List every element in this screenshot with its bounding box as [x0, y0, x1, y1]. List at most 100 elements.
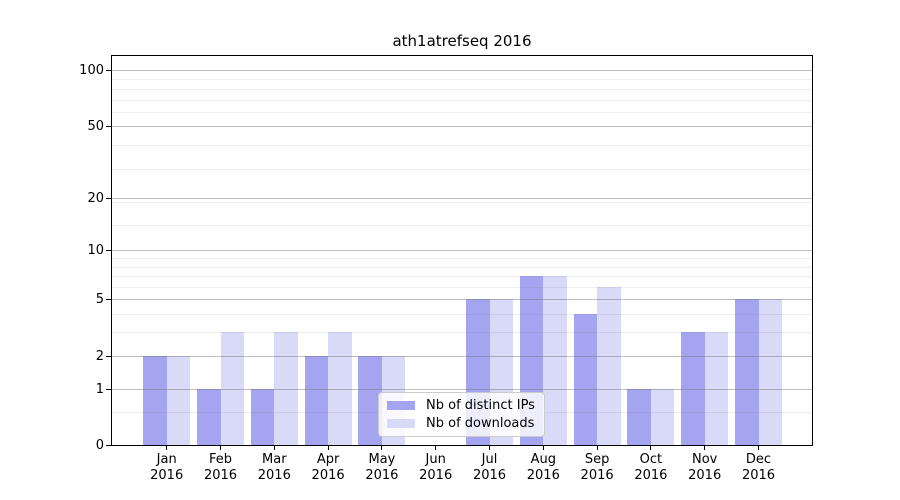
x-tick-month: Jun [425, 452, 446, 467]
gridline-minor [112, 79, 812, 81]
x-tick-label-nov: Nov 2016 [677, 452, 733, 485]
x-tick-mark [704, 445, 706, 450]
x-tick-mark [273, 445, 275, 450]
bar-apr-s0 [304, 355, 329, 445]
x-tick-year: 2016 [365, 468, 399, 484]
plot-area: Nb of distinct IPs Nb of downloads [111, 55, 813, 446]
x-tick-label-dec: Dec 2016 [731, 452, 787, 485]
bar-dec-s0 [735, 299, 759, 445]
bar-oct-s0 [627, 388, 651, 445]
x-tick-mark [596, 445, 598, 450]
y-tick-mark [106, 70, 111, 71]
legend: Nb of distinct IPs Nb of downloads [378, 392, 545, 437]
y-tick-label-2: 2 [95, 348, 104, 364]
bar-oct-s1 [650, 388, 675, 445]
x-tick-month: Feb [208, 452, 233, 467]
gridline-major-2 [112, 355, 812, 357]
x-tick-mark [758, 445, 759, 450]
x-tick-year: 2016 [634, 468, 668, 484]
x-tick-label-jun: Jun 2016 [408, 452, 464, 485]
y-tick-mark [106, 197, 111, 199]
y-tick-label-10: 10 [87, 243, 104, 259]
gridline-minor [112, 201, 812, 203]
gridline-major-10 [112, 250, 812, 252]
x-tick-mark [381, 445, 383, 450]
x-tick-label-may: May 2016 [354, 452, 410, 485]
bar-nov-s0 [681, 332, 705, 445]
legend-swatch-downloads [387, 419, 415, 428]
x-tick-month: Mar [262, 452, 287, 467]
gridline-minor [112, 276, 812, 277]
bar-dec-s1 [758, 299, 782, 445]
x-tick-label-oct: Oct 2016 [623, 452, 679, 485]
x-tick-year: 2016 [472, 468, 507, 484]
gridline-minor [112, 88, 812, 90]
y-tick-label-5: 5 [95, 292, 104, 308]
y-tick-mark [106, 299, 111, 301]
x-tick-year: 2016 [257, 468, 291, 484]
x-tick-mark [220, 445, 221, 450]
gridline-minor [112, 286, 812, 288]
y-tick-mark [106, 388, 111, 390]
gridline-major-100 [112, 70, 812, 71]
bar-nov-s1 [704, 332, 729, 445]
legend-swatch-distinct-ips [387, 401, 415, 410]
legend-label-downloads: Nb of downloads [426, 416, 535, 431]
bar-sep-s0 [573, 314, 598, 445]
legend-item-distinct-ips: Nb of distinct IPs [387, 399, 544, 412]
x-tick-month: Apr [316, 452, 340, 467]
gridline-minor [112, 257, 812, 259]
bar-may-s0 [358, 355, 382, 445]
gridline-major-50 [112, 125, 812, 127]
x-tick-mark [166, 445, 168, 450]
y-tick-label-20: 20 [87, 190, 104, 206]
x-tick-month: Jul [481, 452, 498, 467]
y-tick-label-1: 1 [95, 381, 104, 397]
gridline-minor [112, 99, 812, 101]
bar-feb-s0 [197, 388, 221, 445]
y-tick-mark [106, 125, 111, 127]
gridline-minor [112, 332, 812, 334]
y-tick-label-100: 100 [79, 63, 104, 78]
bar-aug-s1 [543, 276, 567, 445]
gridline-minor [112, 314, 812, 316]
gridline-minor [112, 266, 812, 268]
chart-title: ath1atrefseq 2016 [392, 32, 532, 50]
y-tick-label-0: 0 [95, 438, 104, 453]
x-tick-month: Aug [530, 452, 556, 467]
gridline-major-20 [112, 197, 812, 199]
x-tick-label-sep: Sep 2016 [569, 452, 625, 485]
x-tick-year: 2016 [150, 468, 184, 484]
x-tick-label-apr: Apr 2016 [300, 452, 356, 485]
gridline-minor [112, 168, 812, 170]
bar-mar-s1 [274, 332, 298, 445]
bar-jan-s1 [166, 355, 191, 445]
x-tick-month: Dec [745, 452, 772, 467]
x-tick-mark [435, 445, 437, 450]
y-tick-label-50: 50 [87, 118, 104, 134]
x-tick-mark [327, 445, 329, 450]
x-tick-year: 2016 [741, 468, 776, 484]
bar-jan-s0 [143, 355, 167, 445]
x-tick-month: Oct [639, 452, 663, 467]
gridline-minor [112, 225, 812, 226]
gridline-minor [112, 112, 812, 114]
bar-mar-s0 [250, 388, 275, 445]
x-tick-year: 2016 [419, 468, 453, 484]
gridline-major-5 [112, 299, 812, 301]
bar-apr-s1 [328, 332, 352, 445]
x-tick-month: Nov [692, 452, 718, 467]
x-tick-month: Sep [584, 452, 610, 467]
y-tick-mark [106, 250, 111, 252]
x-tick-label-mar: Mar 2016 [246, 452, 302, 485]
gridline-minor [112, 145, 812, 147]
x-tick-year: 2016 [688, 468, 722, 484]
x-tick-mark [489, 445, 490, 450]
bar-feb-s1 [220, 332, 244, 445]
x-tick-label-jan: Jan 2016 [139, 452, 195, 485]
x-tick-label-feb: Feb 2016 [193, 452, 249, 485]
y-tick-mark [106, 445, 111, 446]
x-tick-year: 2016 [580, 468, 614, 484]
x-tick-mark [650, 445, 652, 450]
